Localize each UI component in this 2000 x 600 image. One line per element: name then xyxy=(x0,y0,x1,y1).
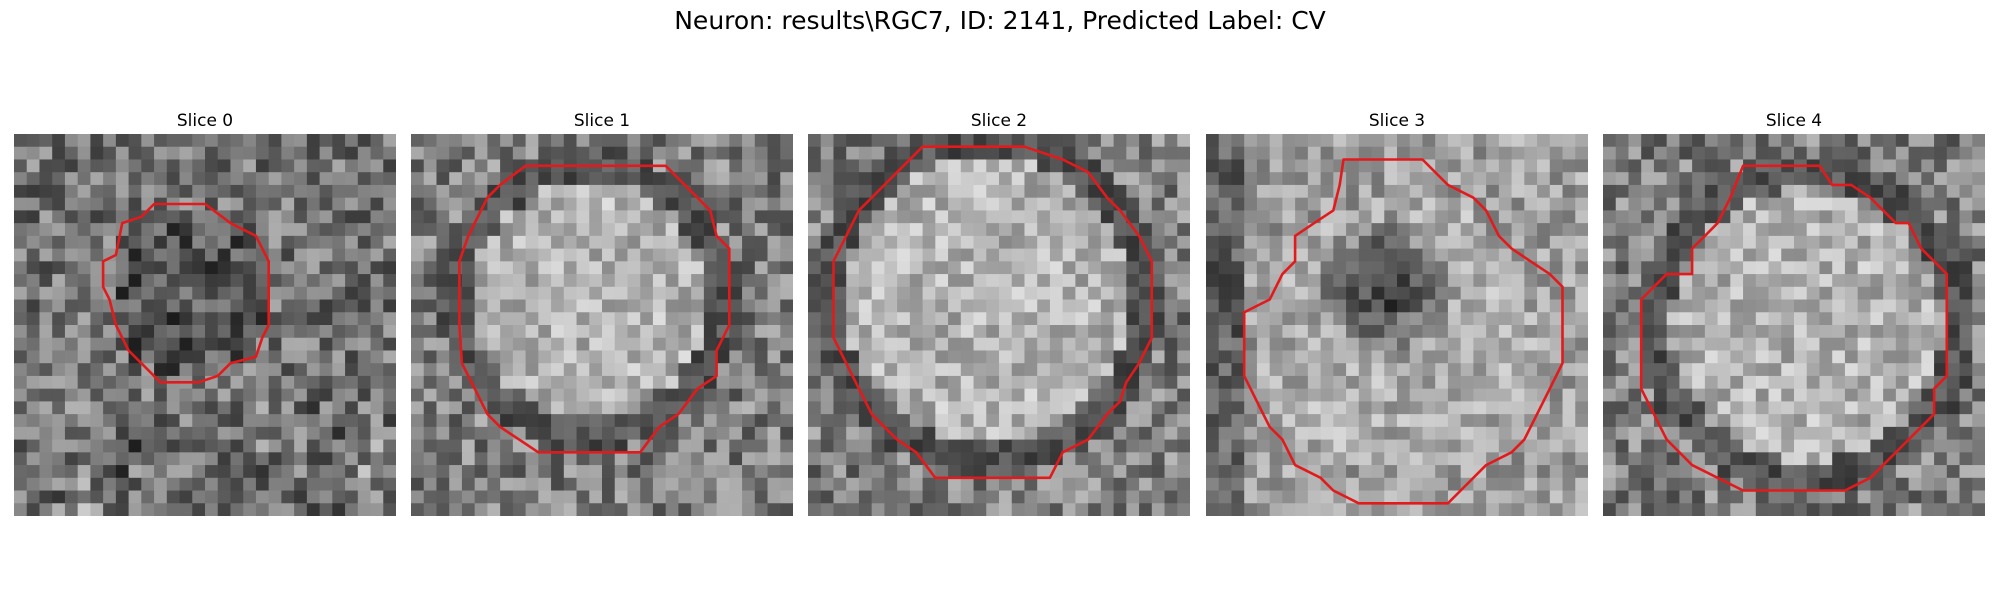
segmentation-contour xyxy=(1242,158,1564,505)
pixel-grid xyxy=(14,134,396,516)
slice-image-0 xyxy=(14,134,396,516)
slice-title: Slice 0 xyxy=(176,111,234,131)
slice-panel-2: Slice 2 xyxy=(808,108,1190,516)
pixel-grid xyxy=(1206,134,1588,516)
pixel-grid xyxy=(411,134,793,516)
slice-panel-1: Slice 1 xyxy=(411,108,793,516)
figure-title: Neuron: results\RGC7, ID: 2141, Predicte… xyxy=(674,6,1326,35)
slice-title: Slice 2 xyxy=(970,111,1028,131)
slice-image-4 xyxy=(1603,134,1985,516)
slice-panel-4: Slice 4 xyxy=(1603,108,1985,516)
slice-title: Slice 1 xyxy=(573,111,631,131)
segmentation-contour xyxy=(832,145,1154,480)
slice-title: Slice 4 xyxy=(1765,111,1823,131)
pixel-grid xyxy=(808,134,1190,516)
pixel-grid xyxy=(1603,134,1985,516)
slice-title: Slice 3 xyxy=(1368,111,1426,131)
slice-image-2 xyxy=(808,134,1190,516)
segmentation-contour xyxy=(1639,164,1949,492)
segmentation-contour xyxy=(101,202,270,384)
slice-panel-0: Slice 0 xyxy=(14,108,396,516)
slice-panel-3: Slice 3 xyxy=(1206,108,1588,516)
slice-image-1 xyxy=(411,134,793,516)
segmentation-contour xyxy=(458,164,731,454)
slice-image-3 xyxy=(1206,134,1588,516)
